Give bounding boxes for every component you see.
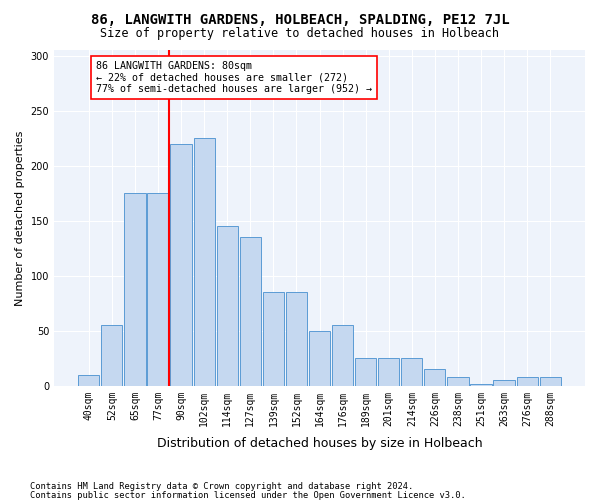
Y-axis label: Number of detached properties: Number of detached properties (15, 130, 25, 306)
Bar (263, 292, 284, 386)
Text: Contains HM Land Registry data © Crown copyright and database right 2024.: Contains HM Land Registry data © Crown c… (30, 482, 413, 491)
Bar (217, 226, 238, 386)
Bar (239, 237, 261, 386)
Bar (448, 377, 469, 386)
Bar (539, 377, 561, 386)
Text: 86, LANGWITH GARDENS, HOLBEACH, SPALDING, PE12 7JL: 86, LANGWITH GARDENS, HOLBEACH, SPALDING… (91, 12, 509, 26)
Bar (148, 193, 169, 386)
Bar (101, 325, 122, 386)
Bar (517, 377, 538, 386)
Text: 86 LANGWITH GARDENS: 80sqm
← 22% of detached houses are smaller (272)
77% of sem: 86 LANGWITH GARDENS: 80sqm ← 22% of deta… (96, 61, 372, 94)
Bar (401, 358, 422, 386)
Text: Size of property relative to detached houses in Holbeach: Size of property relative to detached ho… (101, 28, 499, 40)
Bar (124, 193, 146, 386)
Bar (332, 325, 353, 386)
Bar (170, 144, 191, 386)
Bar (194, 138, 215, 386)
Bar (309, 330, 330, 386)
Bar (378, 358, 400, 386)
Bar (78, 375, 100, 386)
Bar (424, 370, 445, 386)
X-axis label: Distribution of detached houses by size in Holbeach: Distribution of detached houses by size … (157, 437, 482, 450)
Bar (493, 380, 515, 386)
Bar (355, 358, 376, 386)
Text: Contains public sector information licensed under the Open Government Licence v3: Contains public sector information licen… (30, 490, 466, 500)
Bar (286, 292, 307, 386)
Bar (470, 384, 491, 386)
